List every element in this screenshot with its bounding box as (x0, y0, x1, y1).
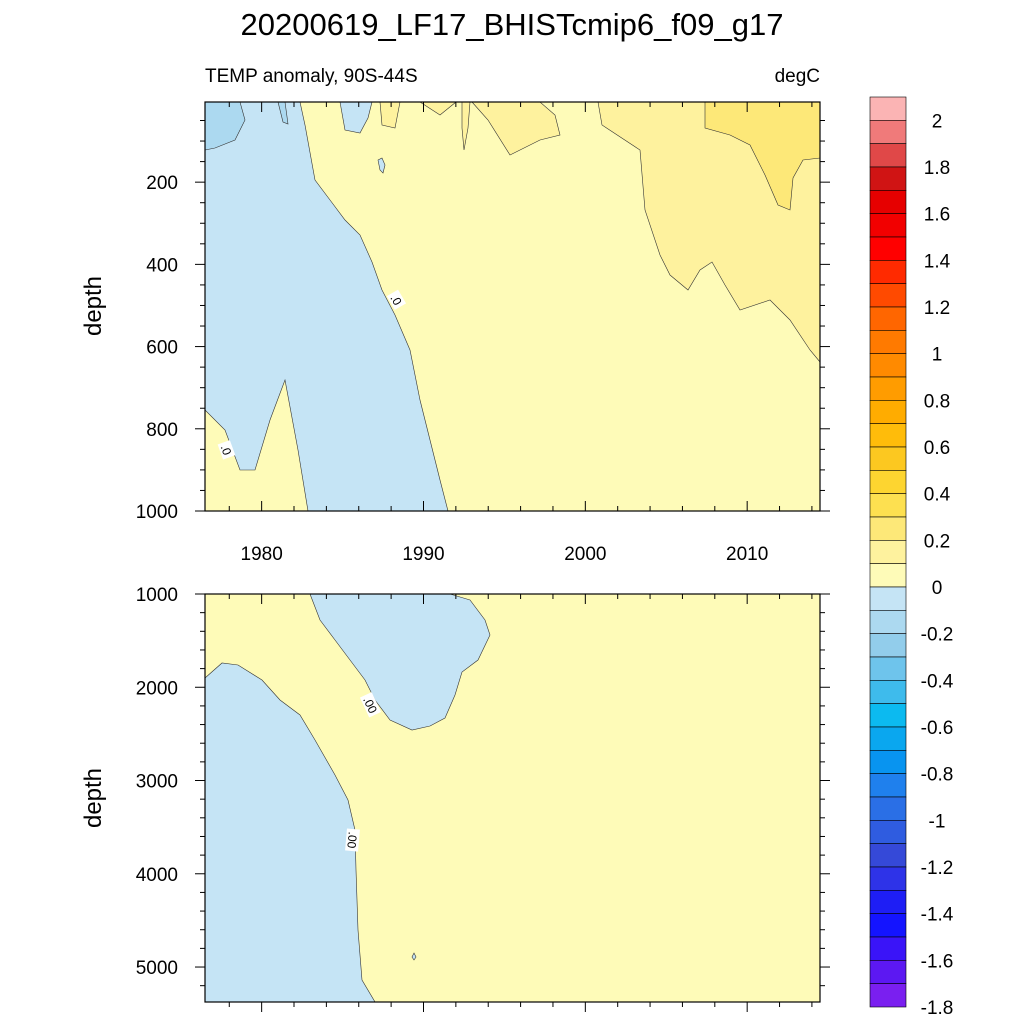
colorbar-swatch (869, 236, 907, 261)
upper-panel: .0 .0 1980 1990 2000 2010 200 400 600 800 1000 d… (80, 101, 830, 565)
y-tick-label: 5000 (136, 958, 178, 979)
x-tick-label: 1990 (402, 544, 444, 565)
colorbar-label: -1 (929, 811, 946, 832)
colorbar-swatch (869, 563, 907, 588)
colorbar-label: 1.8 (924, 158, 950, 179)
colorbar-label: 2 (932, 111, 943, 132)
upper-cold-spot (377, 157, 386, 174)
colorbar-swatch (869, 306, 907, 331)
colorbar-label: 0.6 (924, 438, 950, 459)
contour-label-text: .00 (344, 831, 359, 849)
colorbar-swatch (869, 190, 907, 214)
lower-cold-region-mid (309, 593, 491, 731)
colorbar-swatch (869, 610, 907, 634)
lower-ticks: 1000 2000 3000 4000 5000 (136, 585, 830, 1012)
upper-panel-frame (204, 101, 821, 512)
colorbar-swatch (869, 493, 907, 518)
lower-y-axis-label: depth (80, 768, 107, 828)
colorbar-swatch (869, 703, 907, 728)
colorbar-swatch (869, 470, 907, 494)
x-tick-label: 1980 (241, 544, 283, 565)
lower-contour-label-1: .00 (359, 692, 381, 718)
lower-cold-region-deep (204, 662, 376, 1003)
colorbar-label: -1.6 (921, 951, 954, 972)
y-tick-label: 1000 (136, 585, 178, 606)
colorbar-swatch (869, 750, 907, 774)
colorbar-label: 0 (932, 578, 943, 599)
colorbar-label: 1.4 (924, 251, 951, 272)
colorbar-label: -0.8 (921, 765, 954, 786)
lower-panel: .00 .00 1000 2000 3000 4000 5000 depth (80, 585, 830, 1012)
colorbar-swatch (869, 516, 907, 541)
upper-contour-label-2: .0 (217, 440, 236, 460)
colorbar-swatch (869, 796, 907, 821)
upper-contour-label-1: .0 (386, 289, 407, 310)
y-tick-label: 800 (146, 420, 178, 441)
colorbar-swatch (869, 633, 907, 658)
x-tick-label: 2010 (726, 544, 768, 565)
subtitle-right: degC (775, 66, 820, 87)
lower-contour-label-2: .00 (344, 828, 360, 852)
y-tick-label: 3000 (136, 772, 178, 793)
colorbar-swatch (869, 820, 907, 844)
colorbar-swatch (869, 376, 907, 401)
colorbar-swatch (869, 936, 907, 961)
colorbar-swatch (869, 353, 907, 378)
colorbar-label: 1.2 (924, 298, 950, 319)
colorbar-swatch (869, 423, 907, 448)
contour-label-text: .00 (360, 694, 380, 715)
colorbar-swatch (869, 96, 907, 121)
colorbar-swatch (869, 330, 907, 354)
colorbar-swatch (869, 890, 907, 914)
colorbar-swatch (869, 283, 907, 308)
colorbar-label: 0.4 (924, 485, 951, 506)
y-tick-label: 2000 (136, 678, 178, 699)
contour-label-text: .0 (218, 443, 235, 457)
upper-cold-region (204, 101, 449, 512)
lower-panel-frame (204, 593, 821, 1003)
colorbar-swatch (869, 166, 907, 191)
upper-ticks: 1980 1990 2000 2010 200 400 600 800 1000 (136, 102, 830, 565)
colorbar-swatch (869, 213, 907, 238)
colorbar-label: 1.6 (924, 205, 950, 226)
colorbar-swatch (869, 983, 907, 1008)
colorbar-label: -0.6 (921, 718, 954, 739)
figure-title: 20200619_LF17_BHISTcmip6_f09_g17 (241, 7, 784, 42)
colorbar-label: -1.8 (921, 998, 954, 1019)
colorbar-swatch (869, 680, 907, 704)
y-tick-label: 600 (146, 338, 178, 359)
colorbar-label: -0.2 (921, 625, 954, 646)
colorbar-label: -1.2 (921, 858, 954, 879)
colorbar-swatch (869, 446, 907, 471)
colorbar-swatch (869, 260, 907, 284)
colorbar-swatch (869, 726, 907, 751)
colorbar-swatch (869, 400, 907, 424)
upper-y-axis-label: depth (80, 276, 107, 336)
colorbar-label: -0.4 (921, 671, 954, 692)
colorbar-swatch (869, 656, 907, 681)
colorbar-swatch (869, 960, 907, 984)
colorbar-swatch (869, 913, 907, 938)
y-tick-label: 200 (146, 173, 178, 194)
colorbar-swatch (869, 843, 907, 868)
colorbar: 2 1.8 1.6 1.4 1.2 1 0.8 0.6 0.4 0.2 0 -0.2 -0.4 -0.6 -… (869, 96, 954, 1019)
colorbar-swatch (869, 773, 907, 798)
colorbar-label: 0.8 (924, 391, 950, 412)
colorbar-swatch (869, 540, 907, 564)
colorbar-label: 1 (932, 345, 943, 366)
colorbar-label: -1.4 (921, 905, 954, 926)
subtitle-left: TEMP anomaly, 90S-44S (205, 66, 418, 87)
colorbar-swatch (869, 866, 907, 891)
colorbar-swatch (869, 586, 907, 611)
colorbar-label: 0.2 (924, 531, 950, 552)
colorbar-swatch (869, 120, 907, 144)
y-tick-label: 4000 (136, 865, 178, 886)
colorbar-swatch (869, 143, 907, 168)
upper-warm-region-4 (471, 101, 561, 156)
x-tick-label: 2000 (564, 544, 606, 565)
lower-cold-spot (411, 952, 417, 961)
y-tick-label: 1000 (136, 502, 178, 523)
y-tick-label: 400 (146, 255, 178, 276)
